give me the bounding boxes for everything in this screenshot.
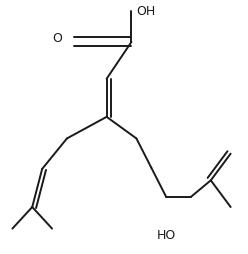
Text: OH: OH [136, 5, 156, 18]
Text: HO: HO [156, 229, 176, 242]
Text: O: O [52, 31, 62, 45]
